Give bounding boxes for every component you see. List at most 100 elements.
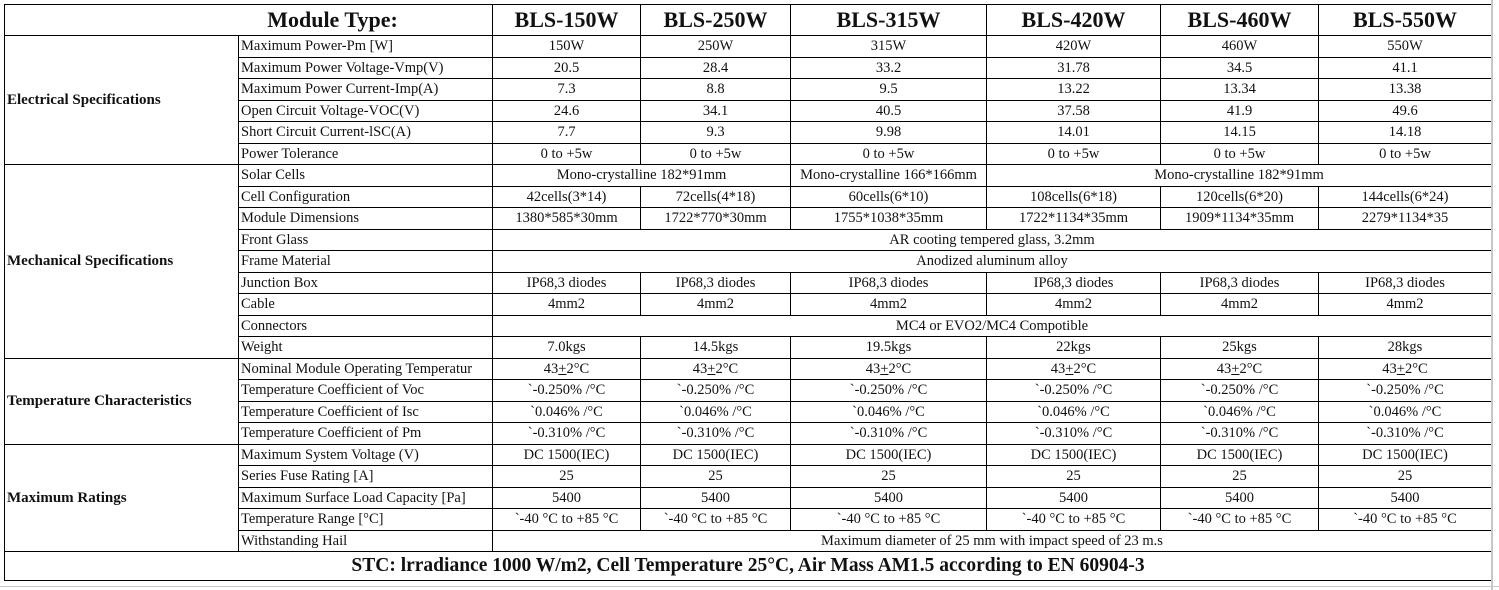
value-cell: 43+2°C bbox=[986, 357, 1161, 380]
value-cell: `-0.310% /°C bbox=[492, 422, 641, 445]
value-cell: 9.5 bbox=[790, 78, 987, 101]
parameter-label: Maximum Surface Load Capacity [Pa] bbox=[238, 486, 493, 509]
parameter-label: Connectors bbox=[238, 314, 493, 337]
value-cell: 1722*1134*35mm bbox=[986, 207, 1161, 230]
value-cell: `-0.250% /°C bbox=[1160, 379, 1319, 402]
value-cell: 4mm2 bbox=[790, 293, 987, 316]
value-cell: 144cells(6*24) bbox=[1318, 185, 1492, 208]
footer-row: STC: lrradiance 1000 W/m2, Cell Temperat… bbox=[4, 551, 1492, 581]
bottom-divider bbox=[0, 586, 1499, 587]
spec-row: Junction Box IP68,3 diodes IP68,3 diodes IP… bbox=[5, 271, 1492, 294]
value-cell: `0.046% /°C bbox=[1160, 400, 1319, 423]
spec-row: Temperature Range [°C] `-40 °C to +85 °C `… bbox=[5, 508, 1492, 531]
value-cell: 4mm2 bbox=[492, 293, 641, 316]
value-cell: 1380*585*30mm bbox=[492, 207, 641, 230]
value-cell: 41.9 bbox=[1160, 99, 1319, 122]
value-cell: MC4 or EVO2/MC4 Compotible bbox=[492, 314, 1492, 337]
value-cell: 20.5 bbox=[492, 56, 641, 79]
value-cell: `0.046% /°C bbox=[986, 400, 1161, 423]
value-cell: DC 1500(IEC) bbox=[640, 443, 791, 466]
value-cell: 4mm2 bbox=[1160, 293, 1319, 316]
value-cell: 25kgs bbox=[1160, 336, 1319, 359]
value-cell: 43+2°C bbox=[790, 357, 987, 380]
module-type-label: Module Type: bbox=[4, 4, 493, 36]
value-cell: 34.1 bbox=[640, 99, 791, 122]
parameter-label: Short Circuit Current-lSC(A) bbox=[238, 121, 493, 144]
value-cell: 28.4 bbox=[640, 56, 791, 79]
value-cell: 0 to +5w bbox=[640, 142, 791, 165]
value-cell: `-40 °C to +85 °C bbox=[790, 508, 987, 531]
value-cell: 25 bbox=[492, 465, 641, 488]
value-cell: 37.58 bbox=[986, 99, 1161, 122]
parameter-label: Maximum Power-Pm [W] bbox=[238, 35, 493, 58]
section-label: Maximum Ratings bbox=[4, 443, 239, 552]
value-cell: 25 bbox=[790, 465, 987, 488]
parameter-label: Weight bbox=[238, 336, 493, 359]
value-cell: `-0.310% /°C bbox=[790, 422, 987, 445]
value-cell: Maximum diameter of 25 mm with impact sp… bbox=[492, 529, 1492, 552]
value-cell: 2279*1134*35 bbox=[1318, 207, 1492, 230]
value-cell: 5400 bbox=[1160, 486, 1319, 509]
value-cell: 19.5kgs bbox=[790, 336, 987, 359]
value-cell: Mono-crystalline 182*91mm bbox=[986, 164, 1492, 187]
value-cell: `-0.310% /°C bbox=[640, 422, 791, 445]
model-name: BLS-315W bbox=[790, 4, 987, 36]
value-cell: IP68,3 diodes bbox=[790, 271, 987, 294]
value-cell: 13.22 bbox=[986, 78, 1161, 101]
value-cell: 8.8 bbox=[640, 78, 791, 101]
spec-row: Short Circuit Current-lSC(A) 7.7 9.3 9.98 14… bbox=[5, 121, 1492, 144]
value-cell: 49.6 bbox=[1318, 99, 1492, 122]
value-cell: 1909*1134*35mm bbox=[1160, 207, 1319, 230]
value-cell: 1755*1038*35mm bbox=[790, 207, 987, 230]
parameter-label: Temperature Range [°C] bbox=[238, 508, 493, 531]
value-cell: `-0.250% /°C bbox=[492, 379, 641, 402]
value-cell: 5400 bbox=[640, 486, 791, 509]
value-cell: 41.1 bbox=[1318, 56, 1492, 79]
value-cell: IP68,3 diodes bbox=[492, 271, 641, 294]
spec-row: Maximum Ratings Maximum System Voltage (V… bbox=[4, 443, 1492, 552]
parameter-label: Temperature Coefficient of Isc bbox=[238, 400, 493, 423]
parameter-label: Temperature Coefficient of Voc bbox=[238, 379, 493, 402]
value-cell: `-0.310% /°C bbox=[1318, 422, 1492, 445]
parameter-label: Module Dimensions bbox=[238, 207, 493, 230]
section-label: Temperature Characteristics bbox=[4, 357, 239, 445]
value-cell: `-0.250% /°C bbox=[1318, 379, 1492, 402]
value-cell: `-40 °C to +85 °C bbox=[1160, 508, 1319, 531]
parameter-label: Cable bbox=[238, 293, 493, 316]
value-cell: 4mm2 bbox=[640, 293, 791, 316]
value-cell: 60cells(6*10) bbox=[790, 185, 987, 208]
parameter-label: Nominal Module Operating Temperatur bbox=[238, 357, 493, 380]
value-cell: 9.98 bbox=[790, 121, 987, 144]
parameter-label: Maximum Power Current-Imp(A) bbox=[238, 78, 493, 101]
value-cell: DC 1500(IEC) bbox=[986, 443, 1161, 466]
value-cell: 5400 bbox=[492, 486, 641, 509]
value-cell: Mono-crystalline 166*166mm bbox=[790, 164, 987, 187]
value-cell: 14.5kgs bbox=[640, 336, 791, 359]
value-cell: 150W bbox=[492, 35, 641, 58]
value-cell: 22kgs bbox=[986, 336, 1161, 359]
value-cell: 25 bbox=[1160, 465, 1319, 488]
value-cell: 108cells(6*18) bbox=[986, 185, 1161, 208]
value-cell: `-0.250% /°C bbox=[790, 379, 987, 402]
model-name: BLS-150W bbox=[492, 4, 641, 36]
value-cell: `-0.310% /°C bbox=[986, 422, 1161, 445]
spec-row: Electrical Specifications Maximum Power-P… bbox=[4, 35, 1492, 165]
spec-table: Module Type: BLS-150W BLS-250W BLS-315W … bbox=[4, 4, 1492, 581]
spec-row: Maximum Surface Load Capacity [Pa] 5400 54… bbox=[5, 486, 1492, 509]
value-cell: 7.7 bbox=[492, 121, 641, 144]
value-cell: 120cells(6*20) bbox=[1160, 185, 1319, 208]
value-cell: 14.15 bbox=[1160, 121, 1319, 144]
value-cell: 0 to +5w bbox=[1160, 142, 1319, 165]
value-cell: DC 1500(IEC) bbox=[1160, 443, 1319, 466]
value-cell: 43+2°C bbox=[1160, 357, 1319, 380]
stc-note: STC: lrradiance 1000 W/m2, Cell Temperat… bbox=[4, 551, 1492, 581]
value-cell: `-40 °C to +85 °C bbox=[1318, 508, 1492, 531]
parameter-label: Front Glass bbox=[238, 228, 493, 251]
value-cell: DC 1500(IEC) bbox=[492, 443, 641, 466]
spec-row: Withstanding Hail Maximum diameter of 25 … bbox=[5, 529, 1492, 552]
value-cell: 9.3 bbox=[640, 121, 791, 144]
value-cell: 250W bbox=[640, 35, 791, 58]
value-cell: `-0.250% /°C bbox=[986, 379, 1161, 402]
spec-row: Temperature Coefficient of Isc `0.046% /°… bbox=[5, 400, 1492, 423]
value-cell: 42cells(3*14) bbox=[492, 185, 641, 208]
